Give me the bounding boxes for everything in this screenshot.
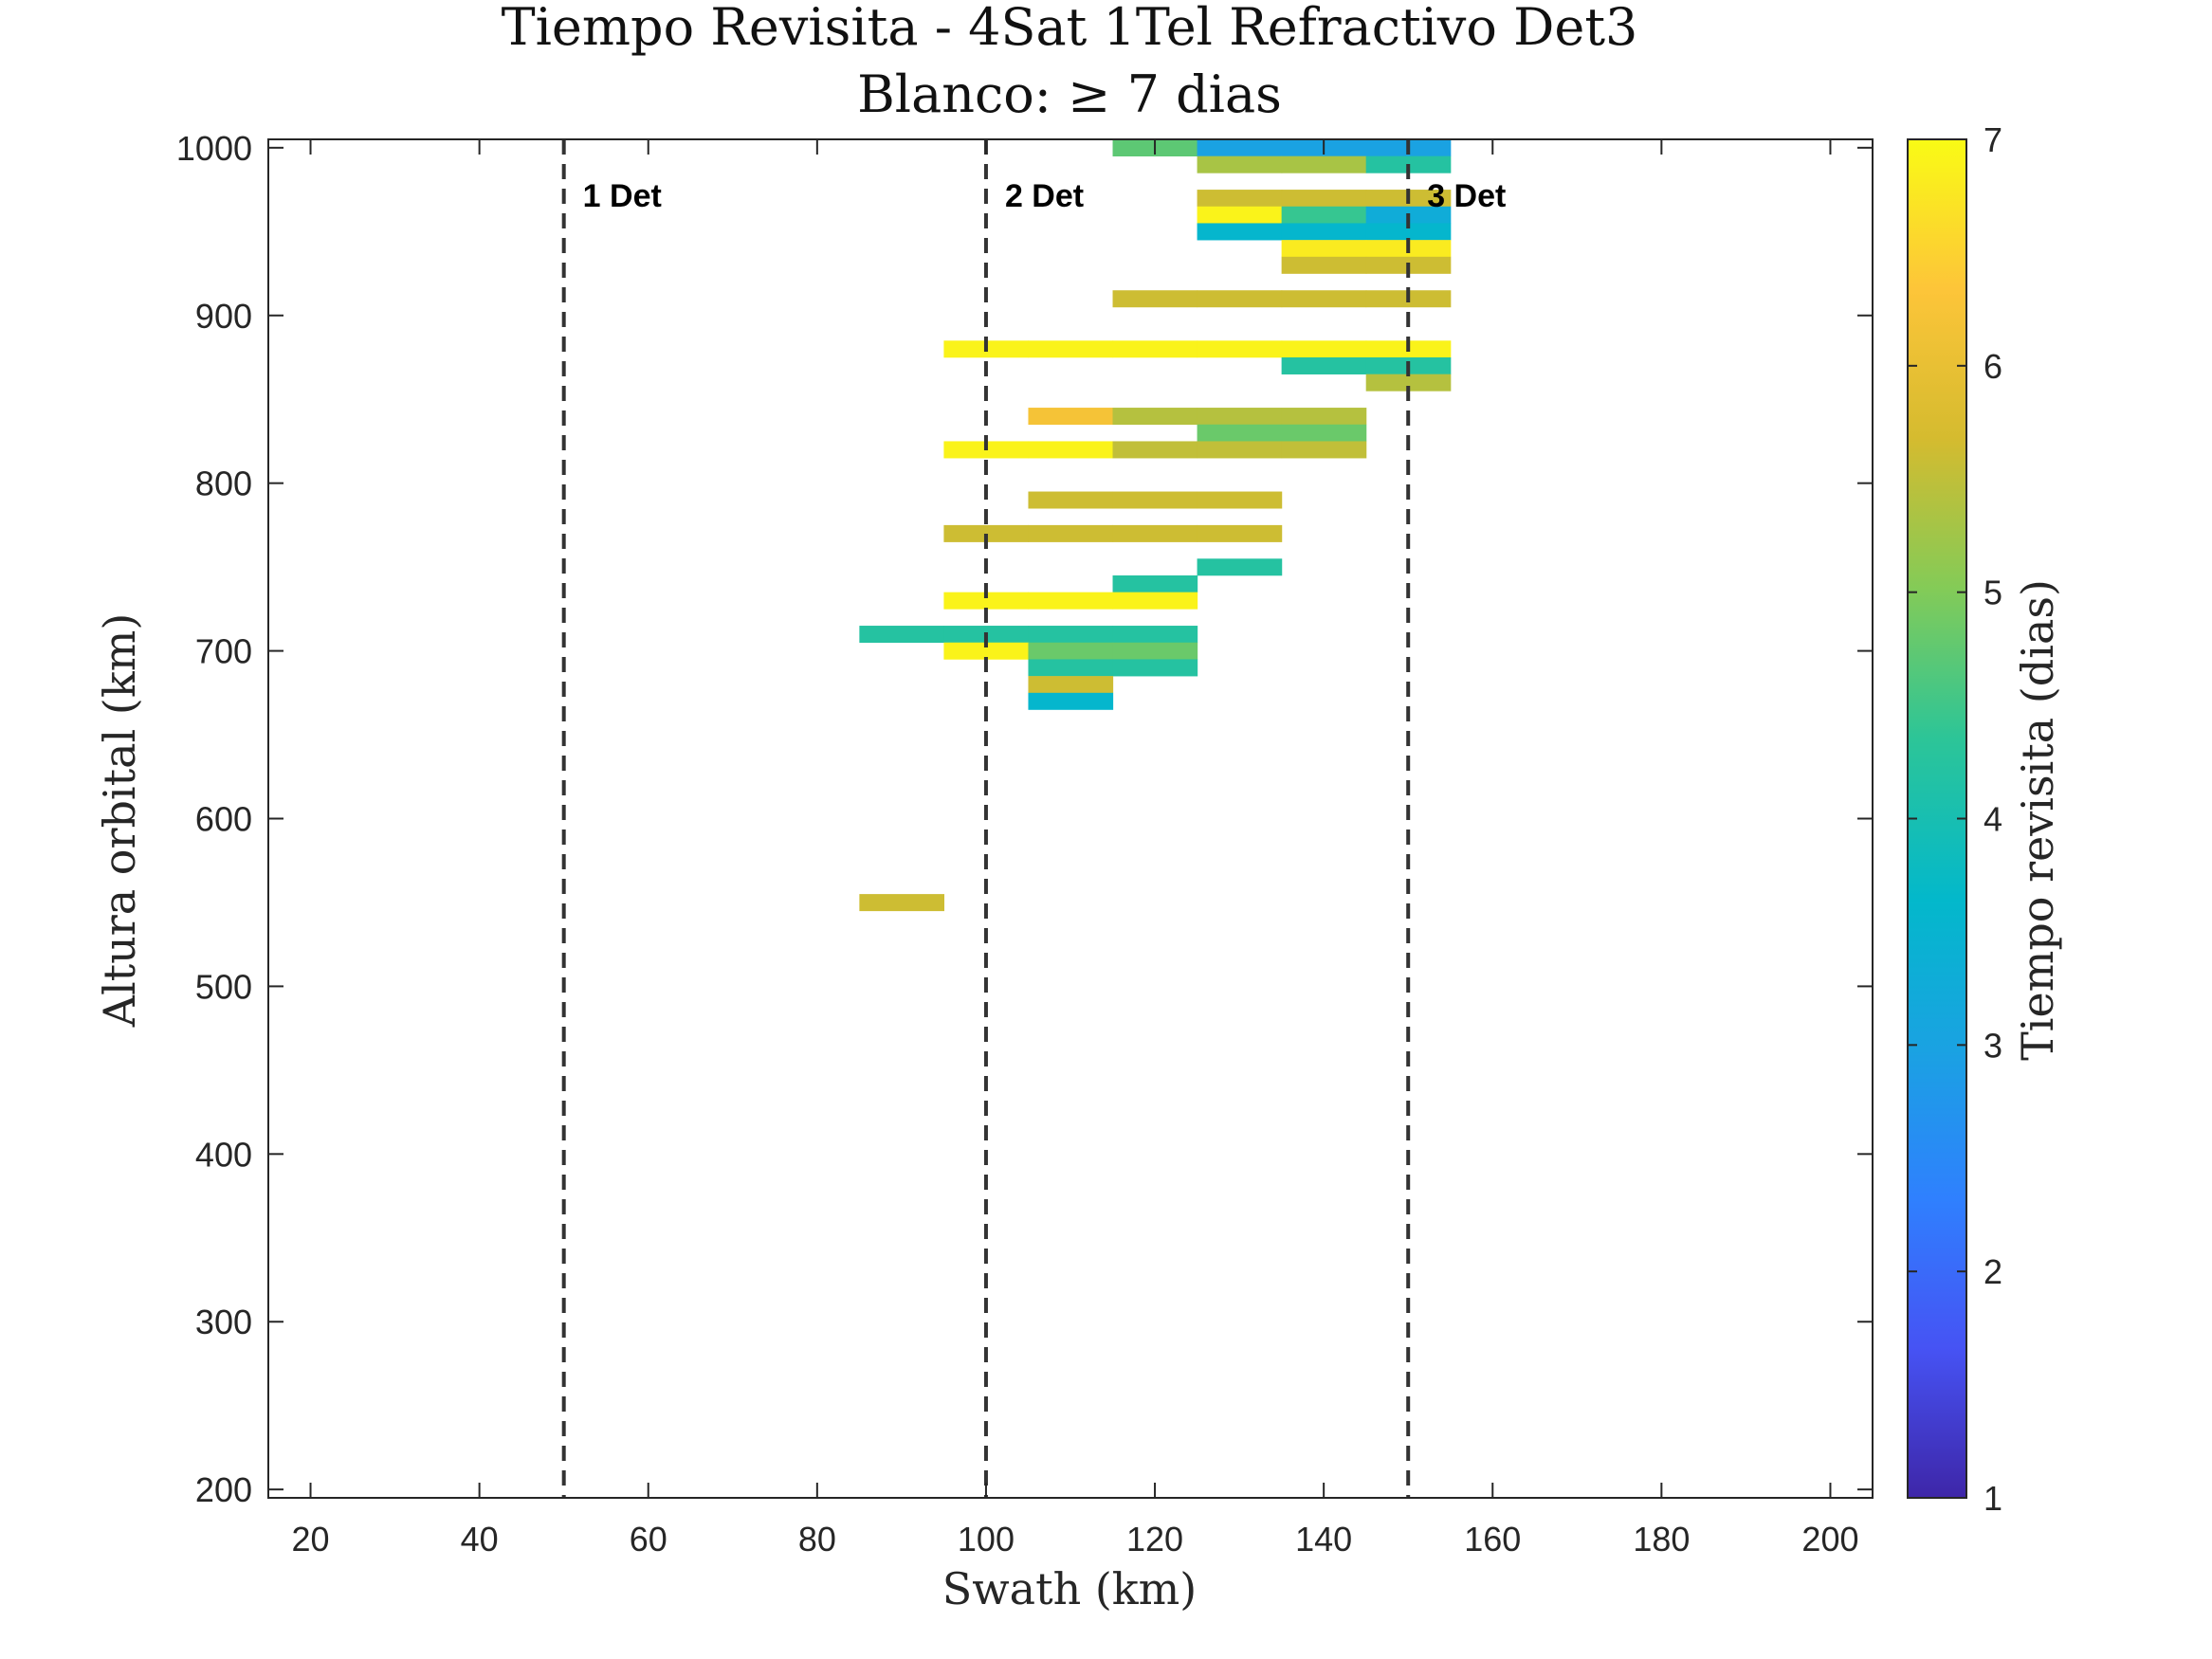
heatmap-cell	[1112, 408, 1198, 426]
heatmap-cell	[1028, 441, 1114, 459]
colorbar-tick-label: 1	[1983, 1479, 2002, 1518]
heatmap-cell	[1197, 424, 1283, 442]
chart-subtitle-symbol: ≥	[1068, 64, 1110, 124]
y-tick-label: 800	[195, 465, 252, 503]
x-tick-label: 80	[798, 1520, 836, 1559]
heatmap-cell	[1197, 155, 1283, 173]
y-axis-label: Altura orbital (km)	[94, 613, 145, 1029]
x-tick-label: 180	[1633, 1520, 1690, 1559]
heatmap-cell	[1281, 441, 1367, 459]
y-axis-ticks: 200 300 400 500 600 700 800 900 1000	[176, 129, 1873, 1509]
chart-title: Tiempo Revisita - 4Sat 1Tel Refractivo D…	[502, 0, 1638, 57]
chart-subtitle-prefix: Blanco:	[857, 64, 1051, 124]
x-axis-ticks: 20 40 60 80 100 120 140 160 180 200	[292, 139, 1859, 1559]
heatmap-cell	[943, 592, 1030, 610]
heatmap-cell	[1281, 408, 1367, 426]
heatmap-cell	[1112, 491, 1198, 509]
colorbar-tick-label: 2	[1983, 1252, 2002, 1291]
heatmap-cell	[1197, 558, 1283, 576]
x-tick-label: 120	[1126, 1520, 1183, 1559]
heatmap-cell	[1365, 374, 1452, 392]
reference-line-label: 3 Det	[1427, 178, 1506, 214]
reference-line-label: 2 Det	[1005, 178, 1084, 214]
heatmap-cell	[1112, 340, 1198, 358]
colorbar-tick-label: 5	[1983, 574, 2002, 612]
y-tick-label: 700	[195, 632, 252, 671]
y-tick-label: 500	[195, 967, 252, 1006]
x-tick-label: 100	[958, 1520, 1015, 1559]
heatmap-cell	[1112, 642, 1198, 660]
x-tick-label: 60	[630, 1520, 667, 1559]
heatmap-cell	[1197, 223, 1283, 241]
heatmap-cell	[1281, 155, 1367, 173]
heatmap-cell	[1028, 491, 1114, 509]
colorbar-ticks: 1 2 3 4 5 6 7	[1908, 120, 2002, 1518]
heatmap-cell	[1197, 491, 1283, 509]
heatmap-cell	[1028, 524, 1114, 542]
heatmap-cell	[1281, 206, 1367, 224]
heatmap-cell	[859, 626, 945, 644]
heatmap-cell	[1112, 574, 1198, 592]
colorbar-tick-label: 6	[1983, 347, 2002, 386]
y-tick-label: 1000	[176, 129, 252, 168]
y-tick-label: 200	[195, 1470, 252, 1509]
colorbar-tick-label: 3	[1983, 1026, 2002, 1065]
heatmap-cell	[1197, 408, 1283, 426]
heatmap-cell	[1028, 626, 1114, 644]
heatmap-cell	[1281, 290, 1367, 308]
x-tick-label: 140	[1295, 1520, 1352, 1559]
colorbar-label: Tiempo revisita (dias)	[2012, 579, 2063, 1061]
x-axis-label: Swath (km)	[942, 1563, 1197, 1614]
heatmap-cell	[1197, 290, 1283, 308]
plot-area	[268, 139, 1873, 1498]
x-tick-label: 20	[292, 1520, 330, 1559]
heatmap-cell	[943, 524, 1030, 542]
heatmap-cell	[1197, 139, 1283, 156]
chart-subtitle: Blanco: ≥ 7 dias	[857, 64, 1282, 124]
x-tick-label: 200	[1801, 1520, 1858, 1559]
heatmap-cell	[1281, 340, 1367, 358]
y-tick-label: 900	[195, 297, 252, 336]
heatmap-cell	[1028, 642, 1114, 660]
heatmap-cell	[1112, 626, 1198, 644]
heatmap-cell	[1112, 524, 1198, 542]
y-tick-label: 300	[195, 1303, 252, 1341]
reference-line-label: 1 Det	[583, 178, 662, 214]
heatmap-cell	[859, 894, 945, 912]
colorbar-tick-label: 4	[1983, 800, 2002, 839]
heatmap-cell	[1281, 256, 1367, 274]
heatmap-cell	[1028, 659, 1114, 677]
heatmap-cell	[1197, 340, 1283, 358]
heatmap-cell	[1028, 592, 1114, 610]
heatmap-cell	[1197, 206, 1283, 224]
heatmap-cell	[1028, 340, 1114, 358]
heatmap-cell	[1281, 240, 1367, 258]
heatmap-cell	[943, 642, 1030, 660]
heatmap-cell	[1112, 592, 1198, 610]
heatmap-cells	[859, 139, 1452, 912]
heatmap-cell	[1112, 659, 1198, 677]
x-tick-label: 40	[461, 1520, 499, 1559]
reference-lines: 1 Det 2 Det 3 Det	[561, 139, 1506, 1498]
heatmap-cell	[1197, 441, 1283, 459]
heatmap-cell	[1281, 424, 1367, 442]
heatmap-cell	[1112, 290, 1198, 308]
heatmap-cell	[1028, 676, 1114, 694]
heatmap-cell	[1028, 408, 1114, 426]
heatmap-cell	[1028, 692, 1114, 710]
chart-subtitle-suffix: 7 dias	[1127, 64, 1282, 124]
heatmap-cell	[1197, 524, 1283, 542]
heatmap-cell	[1365, 223, 1452, 241]
heatmap-cell	[1281, 356, 1367, 374]
heatmap-cell	[1281, 190, 1367, 208]
x-tick-label: 160	[1464, 1520, 1521, 1559]
y-tick-label: 400	[195, 1135, 252, 1174]
colorbar-tick-label: 7	[1983, 120, 2002, 159]
heatmap-cell	[1281, 223, 1367, 241]
heatmap-cell	[1112, 441, 1198, 459]
heatmap-cell	[1197, 190, 1283, 208]
y-tick-label: 600	[195, 800, 252, 839]
